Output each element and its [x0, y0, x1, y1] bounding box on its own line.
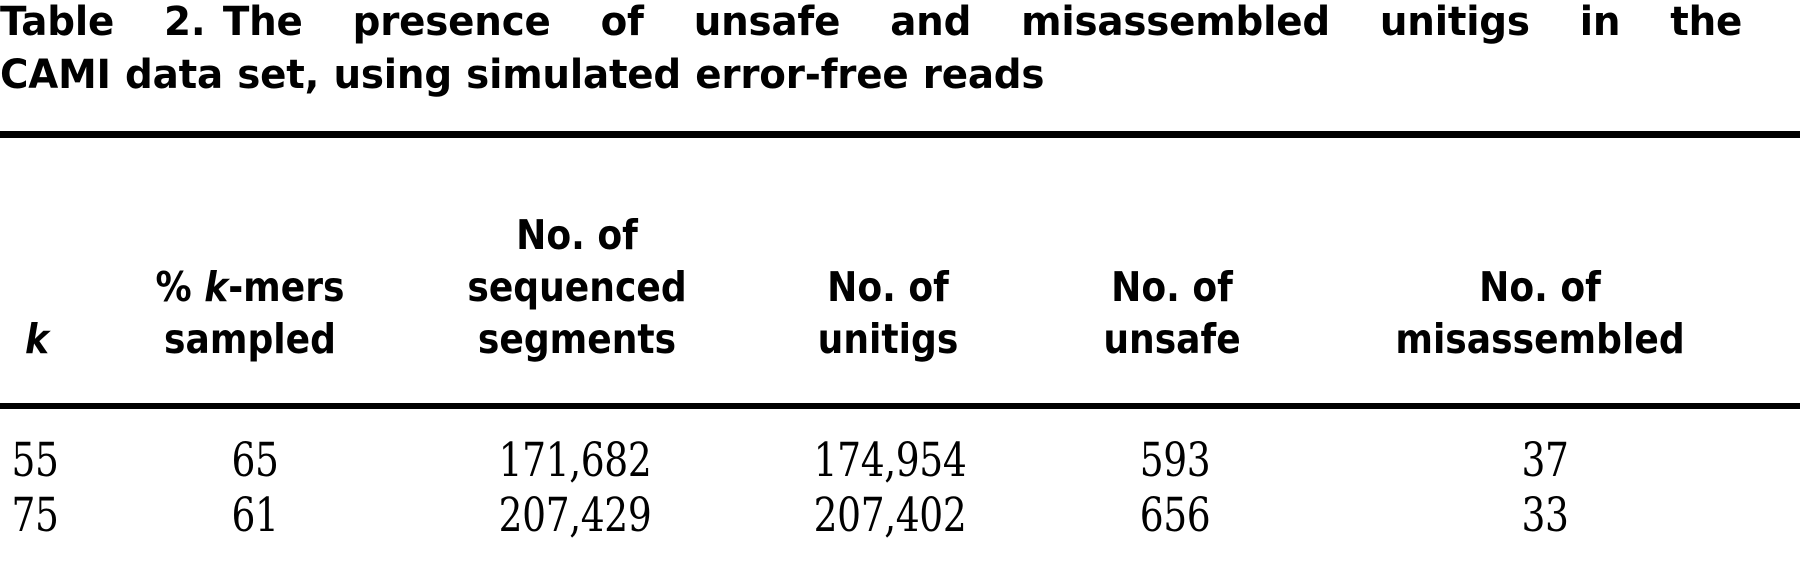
cell-pct-kmers: 65 — [231, 433, 279, 488]
cell-k: 55 — [11, 433, 59, 488]
column-header-unitigs: No. of unitigs — [703, 261, 1073, 365]
column-header-seq-line-1: No. of — [516, 211, 638, 259]
column-header-misassembled-line-3: misassembled — [1395, 315, 1685, 363]
column-header-misassembled-line-2: No. of — [1479, 263, 1601, 311]
column-header-unitigs-line-2: No. of — [827, 263, 949, 311]
table-top-rule — [0, 131, 1800, 138]
table-caption-text-1: The presence of unsafe and misassembled … — [222, 0, 1743, 45]
column-header-seq-line-2: sequenced — [467, 263, 687, 311]
cell-unitigs: 174,954 — [813, 433, 967, 488]
column-header-unsafe-line-2: No. of — [1111, 263, 1233, 311]
table-caption-line-2: CAMI data set, using simulated error-fre… — [0, 52, 1045, 98]
column-header-k: k — [0, 313, 129, 365]
cell-sequenced: 207,429 — [498, 488, 652, 543]
table-row: 55 65 171,682 174,954 593 37 — [0, 433, 1800, 488]
column-header-unitigs-line-3: unitigs — [817, 315, 959, 363]
table-number-label: Table 2. — [0, 0, 206, 45]
column-header-unsafe: No. of unsafe — [996, 261, 1348, 365]
cell-unsafe: 593 — [1139, 433, 1211, 488]
table-row: 75 61 207,429 207,402 656 33 — [0, 488, 1800, 543]
column-header-k-symbol: k — [24, 315, 50, 363]
cell-k: 75 — [11, 488, 59, 543]
table-header-rule — [0, 403, 1800, 409]
cell-misassembled: 37 — [1521, 433, 1569, 488]
column-header-pct-line-2: % k-mers — [155, 263, 345, 311]
column-header-sequenced-segments: No. of sequenced segments — [397, 209, 758, 365]
column-header-pct-kmers-sampled: % k-mers sampled — [122, 261, 377, 365]
cell-unitigs: 207,402 — [813, 488, 967, 543]
table-body: 55 65 171,682 174,954 593 37 75 61 207,4… — [0, 409, 1800, 573]
cell-pct-kmers: 61 — [231, 488, 279, 543]
column-header-misassembled: No. of misassembled — [1311, 261, 1769, 365]
cell-sequenced: 171,682 — [498, 433, 652, 488]
column-header-unsafe-line-3: unsafe — [1103, 315, 1241, 363]
table-header-row: k % k-mers sampled No. of sequenced segm… — [0, 138, 1800, 403]
kmer-k-symbol: k — [204, 263, 229, 311]
column-header-k-line-3: k — [0, 313, 129, 365]
cell-misassembled: 33 — [1521, 488, 1569, 543]
column-header-seq-line-3: segments — [477, 315, 677, 363]
column-header-pct-line-3: sampled — [164, 315, 336, 363]
cell-unsafe: 656 — [1139, 488, 1211, 543]
table-caption-line-1: Table 2. The presence of unsafe and misas… — [0, 0, 1742, 49]
table-caption: Table 2. The presence of unsafe and misas… — [0, 0, 1742, 102]
